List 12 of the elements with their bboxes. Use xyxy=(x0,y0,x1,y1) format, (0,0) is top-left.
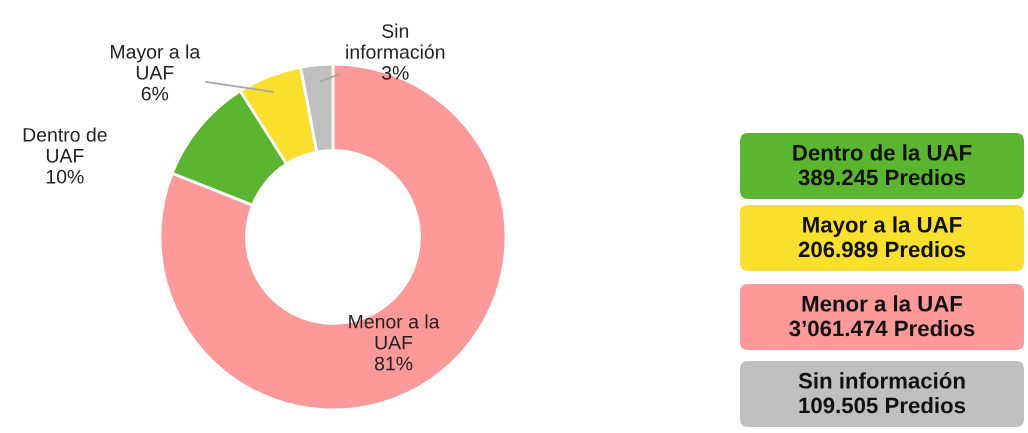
slice-label: Dentro de UAF xyxy=(23,127,107,163)
text: Menor a la UAF 3’061.474 Predios xyxy=(789,295,975,337)
text: Dentro de la UAF 389.245 Predios xyxy=(793,144,972,186)
text: Sin información 109.505 Predios xyxy=(798,372,966,414)
slice-label: Menor a la UAF xyxy=(349,314,440,350)
data-label: 10% xyxy=(46,169,84,184)
data-label: 81% xyxy=(374,356,413,371)
data-label: 3% xyxy=(381,66,409,80)
slice-label: Mayor a la UAF xyxy=(111,44,201,80)
data-label: 6% xyxy=(141,86,169,101)
slice-label: Sin información xyxy=(346,23,445,59)
text: Mayor a la UAF 206.989 Predios xyxy=(798,216,966,258)
